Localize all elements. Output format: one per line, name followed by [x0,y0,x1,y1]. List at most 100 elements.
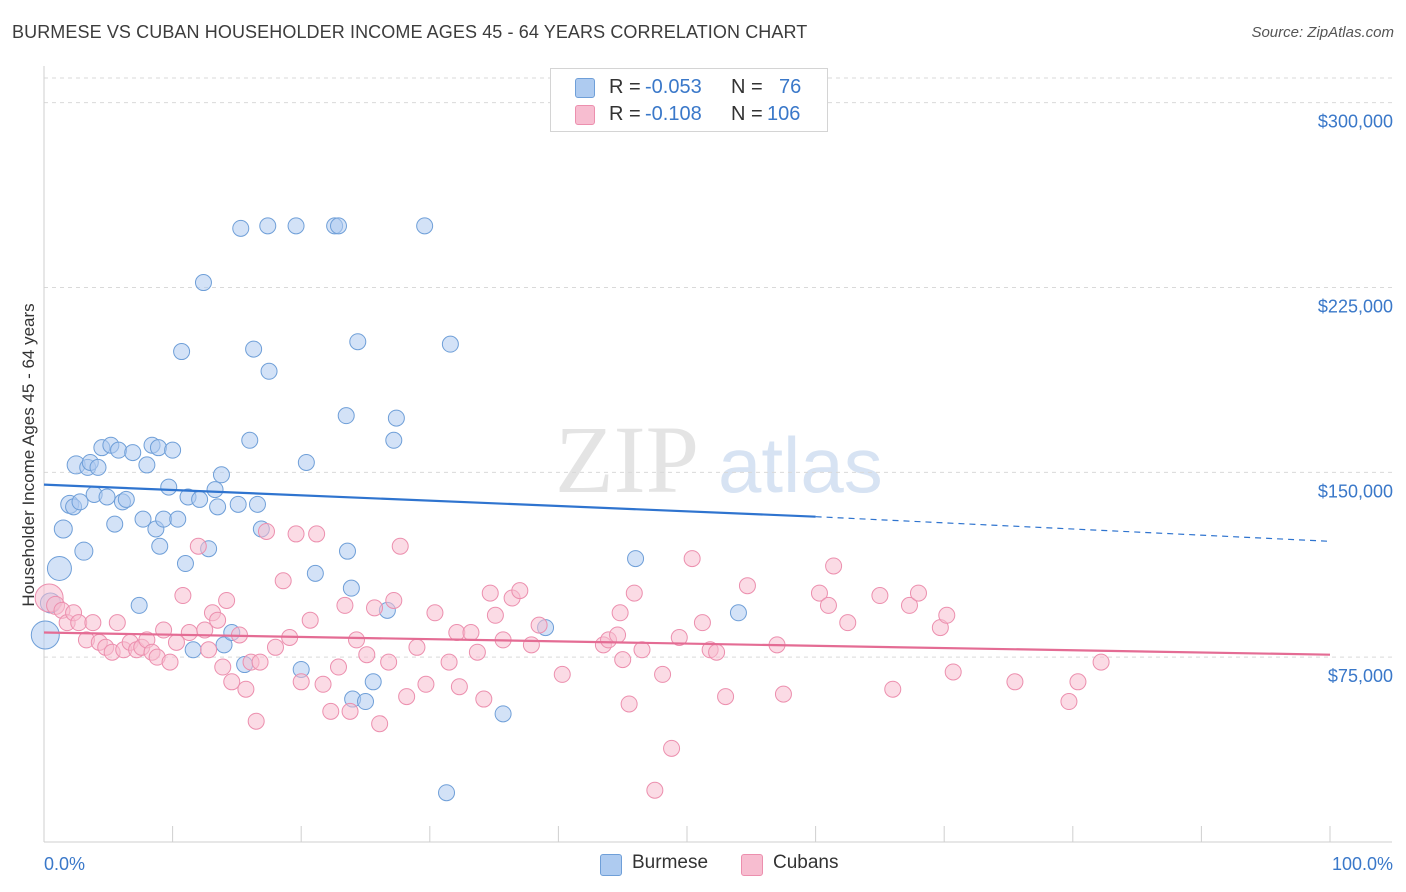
cubans-point [385,591,403,609]
burmese-point [138,456,156,474]
cubans-point [468,643,486,661]
cubans-point [366,599,384,617]
cubans-point [287,525,305,543]
cubans-point [448,624,466,642]
cubans-point [322,702,340,720]
burmese-point [149,439,167,457]
watermark: ZIP atlas [555,406,883,513]
burmese-point [438,784,456,802]
burmese-point [46,555,72,581]
cubans-point [609,626,627,644]
y-tick-label: $225,000 [1318,296,1393,316]
cubans-point [614,651,632,669]
n-value: 76 [779,76,802,98]
burmese-point [110,441,128,459]
legend-row-burmese: R = -0.053 N = 76 [551,75,827,101]
cubans-point [408,638,426,656]
burmese-point [306,564,324,582]
cubans-point [218,591,236,609]
burmese-point [71,493,89,511]
cubans-point [237,680,255,698]
cubans-point [70,614,88,632]
cubans-legend-label: Cubans [773,852,839,873]
x-tick-label: 100.0% [1332,854,1393,874]
cubans-point [909,584,927,602]
cubans-point [426,604,444,622]
cubans-point [871,587,889,605]
n-label: N = [731,103,763,125]
burmese-point [130,596,148,614]
tick-labels: $75,000 $150,000 $225,000 $300,000 0.0% 100.0… [44,112,1393,874]
burmese-point [164,441,182,459]
burmese-point [209,498,227,516]
cubans-point [200,641,218,659]
cubans-point [371,715,389,733]
cubans-point [161,653,179,671]
r-label: R = [609,103,641,125]
r-label: R = [609,76,641,98]
cubans-swatch [575,105,595,125]
burmese-point [194,274,212,292]
correlation-legend: R = -0.053 N = 76 R = -0.108 N = 106 [550,68,828,132]
cubans-point [196,621,214,639]
burmese-point [124,444,142,462]
cubans-point [522,636,540,654]
cubans-point [189,537,207,555]
burmese-point [329,217,347,235]
burmese-point [169,510,187,528]
cubans-point [1006,673,1024,691]
burmese-point [184,641,202,659]
burmese-point [53,519,73,539]
burmese-point [206,481,224,499]
cubans-point [391,537,409,555]
cubans-point [108,614,126,632]
cubans-point [654,665,672,683]
cubans-point [398,688,416,706]
burmese-point [106,515,124,533]
burmese-legend-label: Burmese [632,852,709,873]
cubans-point [180,624,198,642]
burmese-point [74,541,94,561]
burmese-point [212,466,230,484]
burmese-point [98,488,116,506]
cubans-point [839,614,857,632]
cubans-point [938,606,956,624]
cubans-point [301,611,319,629]
cubans-point [84,614,102,632]
burmese-point [627,550,645,568]
cubans-point [663,739,681,757]
burmese-point [241,431,259,449]
burmese-legend-swatch [600,854,622,876]
cubans-point [1069,673,1087,691]
cubans-point [336,596,354,614]
cubans-point [1092,653,1110,671]
burmese-point [729,604,747,622]
cubans-point [530,616,548,634]
burmese-point [173,343,191,361]
cubans-point [620,695,638,713]
n-label: N = [731,76,763,98]
cubans-point [251,653,269,671]
burmese-point [337,407,355,425]
cubans-point [314,675,332,693]
y-axis-label: Householder Income Ages 45 - 64 years [19,303,38,606]
cubans-point [440,653,458,671]
cubans-point [884,680,902,698]
cubans-point [247,712,265,730]
burmese-point [338,542,356,560]
watermark-zip: ZIP [555,406,699,513]
cubans-point [553,665,571,683]
cubans-point [825,557,843,575]
cubans-point [611,604,629,622]
burmese-point [245,340,263,358]
cubans-point [625,584,643,602]
cubans-point [209,611,227,629]
cubans-point [481,584,499,602]
cubans-point [347,631,365,649]
cubans-point [462,624,480,642]
burmese-point [89,458,107,476]
burmese-point [416,217,434,235]
cubans-point [738,577,756,595]
burmese-point [232,219,250,237]
source-label: Source: ZipAtlas.com [1251,24,1394,41]
